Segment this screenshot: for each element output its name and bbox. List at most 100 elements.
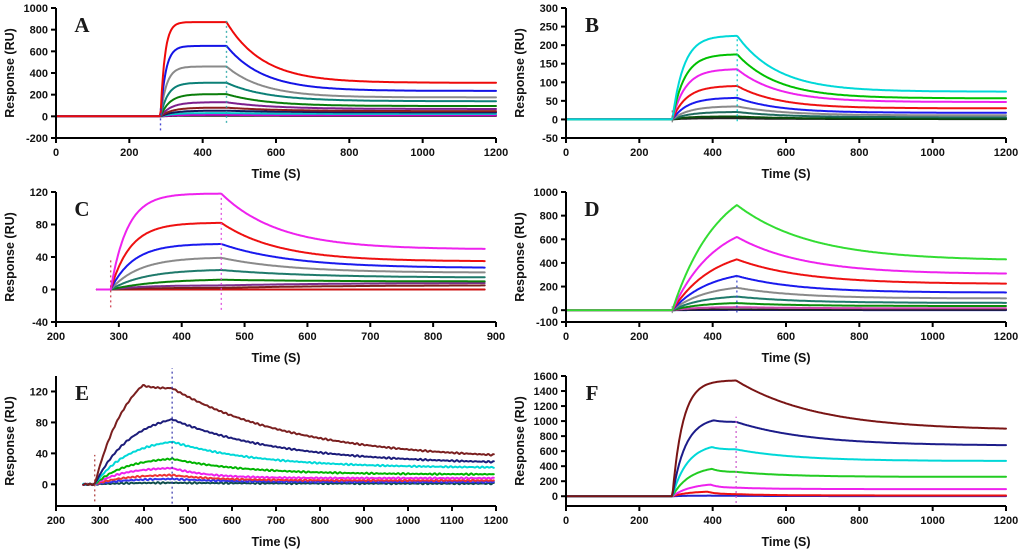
svg-text:800: 800 — [540, 211, 558, 223]
svg-text:0: 0 — [563, 515, 569, 527]
svg-text:1100: 1100 — [440, 515, 464, 527]
svg-text:Response (RU): Response (RU) — [3, 396, 17, 486]
svg-text:600: 600 — [540, 446, 558, 458]
panel-c: -40 0 40 80 120 200 300 400 500 600 700 800 900 Time … — [0, 184, 510, 368]
sensorgram-chart-f: 0 200 400 600 800 1000 1200 1400 1600 0 200 400 600 8… — [513, 371, 1018, 549]
panel-a: -200 0 200 400 600 800 1000 0 200 400 600 800 1000 12… — [0, 0, 510, 184]
svg-text:700: 700 — [361, 331, 379, 343]
svg-text:300: 300 — [540, 3, 558, 15]
svg-text:0: 0 — [552, 114, 558, 126]
svg-text:600: 600 — [298, 331, 316, 343]
svg-text:400: 400 — [193, 147, 211, 159]
svg-text:-100: -100 — [536, 317, 558, 329]
svg-text:0: 0 — [42, 479, 48, 491]
svg-text:600: 600 — [540, 234, 558, 246]
svg-text:E: E — [75, 381, 89, 405]
svg-text:800: 800 — [850, 331, 868, 343]
svg-text:800: 800 — [540, 431, 558, 443]
svg-text:800: 800 — [311, 515, 329, 527]
panel-f: 0 200 400 600 800 1000 1200 1400 1600 0 200 400 600 8… — [510, 368, 1020, 552]
panel-b: -50 0 50 100 150 200 250 300 0 200 400 600 800 1000 12… — [510, 0, 1020, 184]
svg-text:1000: 1000 — [534, 187, 558, 199]
svg-text:0: 0 — [563, 331, 569, 343]
svg-text:B: B — [585, 13, 599, 37]
svg-text:50: 50 — [546, 96, 558, 108]
svg-text:1000: 1000 — [920, 331, 944, 343]
svg-text:1400: 1400 — [534, 386, 558, 398]
svg-text:400: 400 — [135, 515, 153, 527]
svg-text:80: 80 — [36, 220, 48, 232]
svg-text:D: D — [584, 197, 599, 221]
svg-text:600: 600 — [777, 515, 795, 527]
svg-text:1000: 1000 — [410, 147, 434, 159]
svg-text:Response (RU): Response (RU) — [3, 28, 17, 118]
svg-text:400: 400 — [30, 68, 48, 80]
svg-text:Response (RU): Response (RU) — [513, 28, 527, 118]
sensorgram-chart-b: -50 0 50 100 150 200 250 300 0 200 400 600 800 1000 12… — [513, 3, 1018, 181]
svg-text:-200: -200 — [26, 133, 48, 145]
svg-text:0: 0 — [563, 147, 569, 159]
svg-text:120: 120 — [30, 187, 48, 199]
panel-e: 0 40 80 120 200 300 400 500 600 700 800 900 1000 1100… — [0, 368, 510, 552]
svg-text:Response (RU): Response (RU) — [513, 212, 527, 302]
svg-text:C: C — [74, 197, 89, 221]
svg-text:200: 200 — [30, 90, 48, 102]
svg-text:1200: 1200 — [994, 515, 1018, 527]
svg-text:200: 200 — [47, 331, 65, 343]
svg-text:500: 500 — [179, 515, 197, 527]
svg-text:200: 200 — [540, 282, 558, 294]
svg-text:200: 200 — [630, 147, 648, 159]
svg-text:300: 300 — [110, 331, 128, 343]
svg-text:800: 800 — [340, 147, 358, 159]
svg-text:Response (RU): Response (RU) — [513, 396, 527, 486]
svg-text:200: 200 — [630, 331, 648, 343]
svg-text:1000: 1000 — [920, 147, 944, 159]
sensorgram-chart-a: -200 0 200 400 600 800 1000 0 200 400 600 800 1000 12… — [3, 3, 508, 181]
svg-text:400: 400 — [703, 147, 721, 159]
svg-text:900: 900 — [355, 515, 373, 527]
svg-text:1200: 1200 — [994, 147, 1018, 159]
svg-text:200: 200 — [540, 40, 558, 52]
svg-text:0: 0 — [53, 147, 59, 159]
svg-text:0: 0 — [42, 111, 48, 123]
svg-text:600: 600 — [777, 147, 795, 159]
svg-text:40: 40 — [36, 252, 48, 264]
svg-text:150: 150 — [540, 59, 558, 71]
svg-text:300: 300 — [91, 515, 109, 527]
svg-text:Time (S): Time (S) — [761, 167, 810, 181]
svg-text:1000: 1000 — [534, 416, 558, 428]
svg-text:600: 600 — [777, 331, 795, 343]
svg-text:Time (S): Time (S) — [761, 351, 810, 365]
svg-text:Time (S): Time (S) — [251, 351, 300, 365]
svg-text:400: 400 — [173, 331, 191, 343]
svg-text:400: 400 — [540, 461, 558, 473]
svg-text:1200: 1200 — [994, 331, 1018, 343]
sensorgram-chart-e: 0 40 80 120 200 300 400 500 600 700 800 900 1000 1100… — [3, 368, 508, 549]
svg-text:Time (S): Time (S) — [251, 167, 300, 181]
svg-text:700: 700 — [267, 515, 285, 527]
panel-d: -100 0 200 400 600 800 1000 0 200 400 600 800 1000 12… — [510, 184, 1020, 368]
svg-text:500: 500 — [235, 331, 253, 343]
svg-text:200: 200 — [630, 515, 648, 527]
svg-text:F: F — [586, 381, 599, 405]
svg-text:A: A — [74, 13, 90, 37]
svg-text:250: 250 — [540, 22, 558, 34]
svg-text:-50: -50 — [542, 133, 558, 145]
svg-text:100: 100 — [540, 77, 558, 89]
svg-text:800: 800 — [30, 25, 48, 37]
svg-text:200: 200 — [120, 147, 138, 159]
svg-text:600: 600 — [30, 46, 48, 58]
svg-text:1200: 1200 — [534, 401, 558, 413]
svg-text:200: 200 — [540, 476, 558, 488]
svg-text:600: 600 — [267, 147, 285, 159]
sensorgram-chart-c: -40 0 40 80 120 200 300 400 500 600 700 800 900 Time … — [3, 187, 505, 365]
svg-text:900: 900 — [487, 331, 505, 343]
svg-text:1000: 1000 — [396, 515, 420, 527]
svg-text:Time (S): Time (S) — [761, 535, 810, 549]
svg-text:-40: -40 — [32, 317, 48, 329]
svg-text:800: 800 — [850, 515, 868, 527]
svg-text:40: 40 — [36, 448, 48, 460]
svg-text:400: 400 — [703, 515, 721, 527]
